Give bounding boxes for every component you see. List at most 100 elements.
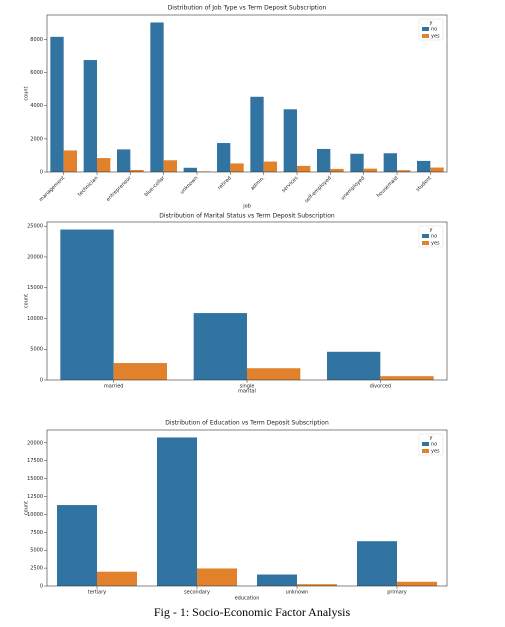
bar xyxy=(327,351,381,380)
legend-swatch xyxy=(422,27,429,31)
bar xyxy=(430,167,444,172)
y-tick-label: 10000 xyxy=(27,512,43,518)
x-tick-label: unknown xyxy=(179,175,199,195)
y-tick-label: 8000 xyxy=(30,37,43,43)
bar xyxy=(157,437,197,586)
x-tick-label: management xyxy=(38,175,66,203)
y-tick-label: 5000 xyxy=(30,347,43,353)
legend-swatch xyxy=(422,449,429,453)
x-axis-label: job xyxy=(242,204,251,210)
legend-title: y xyxy=(430,227,433,233)
bar xyxy=(357,541,397,586)
legend-label: no xyxy=(431,27,437,33)
chart-title: Distribution of Marital Status vs Term D… xyxy=(159,213,335,220)
bar xyxy=(113,363,167,380)
bar xyxy=(283,109,297,172)
bar xyxy=(317,148,331,172)
bar xyxy=(230,163,244,172)
y-tick-label: 0 xyxy=(40,584,43,590)
bar xyxy=(397,170,411,172)
legend-title: y xyxy=(430,435,433,441)
bar xyxy=(250,96,264,172)
x-tick-label: housemaid xyxy=(376,175,400,199)
y-tick-label: 0 xyxy=(40,378,43,384)
legend-label: no xyxy=(431,442,437,448)
bar xyxy=(60,229,114,380)
x-tick-label: services xyxy=(281,175,300,194)
y-tick-label: 10000 xyxy=(27,316,43,322)
legend-label: yes xyxy=(431,241,440,247)
x-tick-label: technician xyxy=(77,175,100,198)
chart-title: Distribution of Education vs Term Deposi… xyxy=(165,420,329,427)
y-tick-label: 2000 xyxy=(30,136,43,142)
chart-title: Distribution of Job Type vs Term Deposit… xyxy=(168,5,327,12)
x-axis-label: marital xyxy=(238,389,256,395)
bar xyxy=(330,168,344,172)
bar xyxy=(247,368,301,380)
plot-frame xyxy=(46,429,448,587)
bar xyxy=(163,160,177,172)
x-tick-label: single xyxy=(240,384,255,390)
legend-swatch xyxy=(422,234,429,238)
legend-title: y xyxy=(430,20,433,26)
bar xyxy=(380,376,434,380)
bar xyxy=(350,153,364,172)
bar xyxy=(183,167,197,172)
bar xyxy=(50,36,64,172)
y-tick-label: 15000 xyxy=(27,476,43,482)
figure-caption: Fig - 1: Socio-Economic Factor Analysis xyxy=(154,605,351,619)
legend-swatch xyxy=(422,442,429,446)
legend-swatch xyxy=(422,34,429,38)
chart: Distribution of Education vs Term Deposi… xyxy=(24,420,448,602)
chart: Distribution of Marital Status vs Term D… xyxy=(24,213,448,395)
bar xyxy=(217,143,231,172)
y-tick-label: 4000 xyxy=(30,103,43,109)
legend-label: yes xyxy=(431,449,440,455)
y-axis-label: count xyxy=(24,294,30,308)
plot-frame xyxy=(46,221,448,381)
bar xyxy=(397,581,437,586)
y-tick-label: 2500 xyxy=(30,566,43,572)
bar xyxy=(297,584,337,586)
y-axis-label: count xyxy=(24,501,30,515)
legend-label: no xyxy=(431,234,437,240)
x-tick-label: secondary xyxy=(184,590,210,596)
y-tick-label: 0 xyxy=(40,170,43,176)
bar xyxy=(97,158,111,172)
y-tick-label: 5000 xyxy=(30,548,43,554)
x-tick-label: blue-collar xyxy=(143,175,167,199)
x-tick-label: unknown xyxy=(286,590,309,596)
bar xyxy=(197,568,237,586)
y-tick-label: 12500 xyxy=(27,494,43,500)
y-axis-label: count xyxy=(24,86,30,100)
x-tick-label: retired xyxy=(217,175,233,191)
x-tick-label: divorced xyxy=(370,384,392,390)
bar xyxy=(150,22,164,172)
x-tick-label: self-employed xyxy=(304,175,333,204)
plot-frame xyxy=(46,14,448,173)
bar xyxy=(297,165,311,172)
x-tick-label: tertiary xyxy=(88,590,107,596)
bar xyxy=(263,161,277,172)
y-tick-label: 7500 xyxy=(30,530,43,536)
x-tick-label: married xyxy=(104,384,124,390)
legend-label: yes xyxy=(431,34,440,40)
bar xyxy=(257,574,297,586)
chart: Distribution of Job Type vs Term Deposit… xyxy=(24,5,448,210)
bar xyxy=(97,571,137,586)
x-tick-label: primary xyxy=(387,590,407,596)
legend-swatch xyxy=(422,241,429,245)
y-tick-label: 20000 xyxy=(27,254,43,260)
x-tick-label: admin. xyxy=(250,175,267,192)
bar xyxy=(363,168,377,172)
y-tick-label: 17500 xyxy=(27,458,43,464)
y-tick-label: 15000 xyxy=(27,285,43,291)
bar xyxy=(383,153,397,172)
bar xyxy=(57,505,97,586)
bar xyxy=(193,313,247,380)
x-tick-label: unemployed xyxy=(340,175,366,201)
x-axis-label: education xyxy=(235,596,260,602)
x-tick-label: entrepreneur xyxy=(105,175,133,203)
bar xyxy=(63,150,77,172)
